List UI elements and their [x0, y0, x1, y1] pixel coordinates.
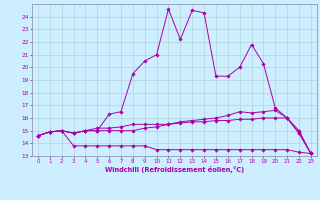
X-axis label: Windchill (Refroidissement éolien,°C): Windchill (Refroidissement éolien,°C)	[105, 166, 244, 173]
